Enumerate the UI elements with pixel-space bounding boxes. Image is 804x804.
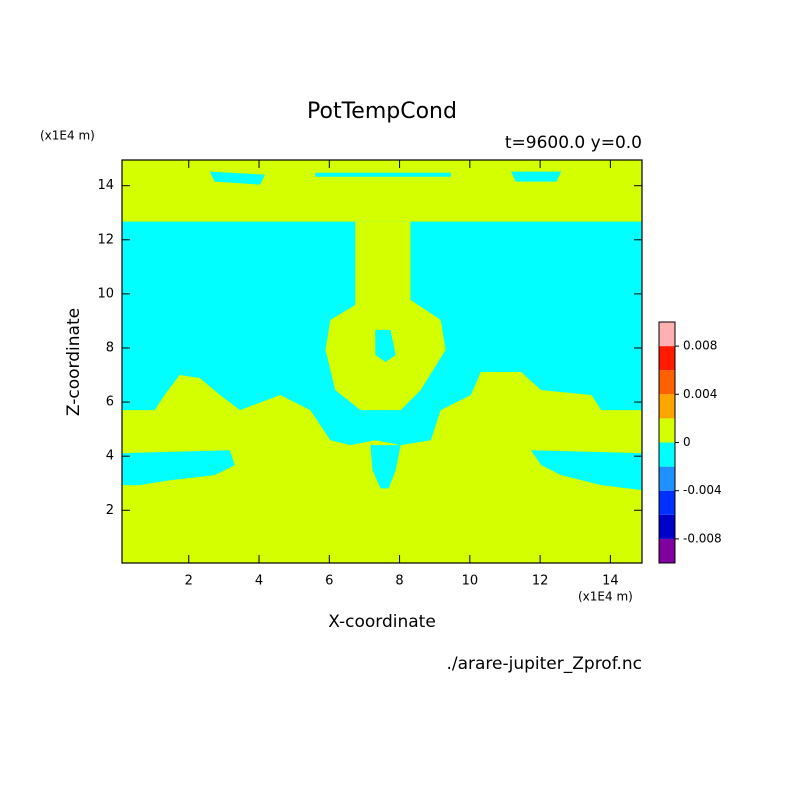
contour-region [315, 172, 451, 177]
contour-region [122, 450, 235, 486]
plot-frame [121, 159, 643, 564]
contour-region [370, 445, 401, 489]
y-tick-label: 12 [97, 232, 114, 247]
colorbar-band [659, 394, 675, 419]
x-tick-label: 14 [602, 574, 619, 589]
colorbar-band [659, 466, 675, 491]
y-tick-label: 8 [106, 340, 114, 355]
contour-region [510, 171, 562, 182]
chart-subtitle: t=9600.0 y=0.0 [505, 133, 642, 153]
colorbar-band [659, 514, 675, 539]
contour-region [209, 171, 265, 185]
x-tick-label: 8 [395, 574, 403, 589]
colorbar-band [659, 346, 675, 371]
colorbar-tick-label: 0.004 [683, 387, 717, 401]
x-axis-label: X-coordinate [328, 612, 436, 632]
colorbar-tick-label: -0.008 [683, 531, 722, 545]
colorbar-band [659, 370, 675, 395]
colorbar-tick-label: 0 [683, 435, 691, 449]
x-tick-label: 2 [185, 574, 193, 589]
y-tick-label: 10 [97, 286, 114, 301]
y-tick-label: 6 [106, 395, 114, 410]
colorbar-band [659, 322, 675, 347]
contour-region [325, 221, 446, 411]
y-tick-label: 4 [106, 449, 114, 464]
y-unit: (x1E4 m) [40, 129, 95, 143]
chart-title: PotTempCond [307, 99, 457, 124]
contour-region [530, 450, 642, 491]
colorbar-band [659, 418, 675, 443]
contour-region [375, 329, 396, 363]
colorbar-band [659, 538, 675, 563]
x-tick-label: 10 [462, 574, 479, 589]
x-tick-label: 6 [325, 574, 333, 589]
y-axis-label: Z-coordinate [64, 308, 84, 416]
colorbar-tick-label: -0.004 [683, 483, 722, 497]
colorbar-band [659, 442, 675, 467]
x-tick-label: 12 [532, 574, 549, 589]
y-tick-label: 2 [106, 503, 114, 518]
y-tick-label: 14 [97, 178, 114, 193]
x-tick-label: 4 [255, 574, 263, 589]
colorbar-tick-label: 0.008 [683, 339, 717, 353]
colorbar-band [659, 490, 675, 515]
x-unit: (x1E4 m) [578, 590, 633, 604]
source-file: ./arare-jupiter_Zprof.nc [446, 654, 642, 674]
